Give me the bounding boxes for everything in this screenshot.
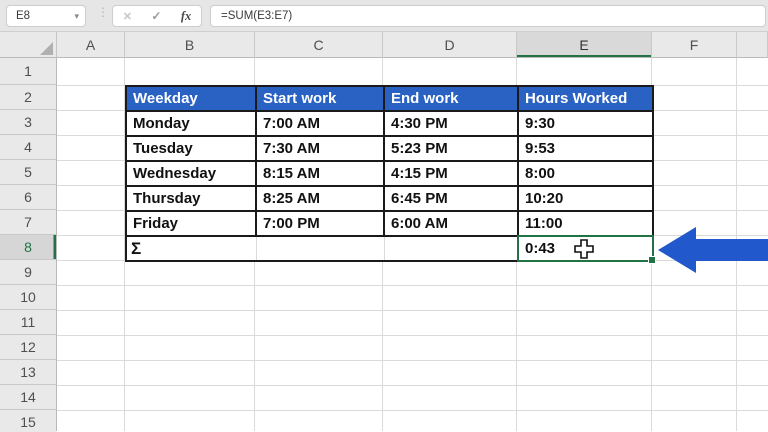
- header-weekday[interactable]: Weekday: [127, 87, 257, 110]
- row-header-9[interactable]: 9: [0, 260, 56, 285]
- cell-d6[interactable]: 6:45 PM: [385, 187, 519, 210]
- formula-text: =SUM(E3:E7): [221, 10, 293, 22]
- table-row: Friday 7:00 PM 6:00 AM 11:00: [127, 212, 654, 237]
- select-all-triangle-icon: [40, 42, 53, 55]
- callout-arrow-icon: [658, 227, 768, 273]
- cell-c4[interactable]: 7:30 AM: [257, 137, 385, 160]
- row-header-4[interactable]: 4: [0, 135, 56, 160]
- separator-dots-icon: ⋮: [97, 5, 109, 19]
- row-header-3[interactable]: 3: [0, 110, 56, 135]
- formula-input[interactable]: =SUM(E3:E7): [210, 5, 766, 27]
- header-start-work[interactable]: Start work: [257, 87, 385, 110]
- row-header-15[interactable]: 15: [0, 410, 56, 432]
- cell-b5[interactable]: Wednesday: [127, 162, 257, 185]
- row-header-5[interactable]: 5: [0, 160, 56, 185]
- row-header-1[interactable]: 1: [0, 58, 56, 85]
- row-header-14[interactable]: 14: [0, 385, 56, 410]
- column-header-a[interactable]: A: [57, 32, 125, 58]
- column-header-f[interactable]: F: [652, 32, 737, 58]
- cell-d3[interactable]: 4:30 PM: [385, 112, 519, 135]
- column-header-d[interactable]: D: [383, 32, 517, 58]
- cancel-icon[interactable]: ✕: [122, 10, 132, 23]
- cell-e8-total[interactable]: 0:43: [525, 240, 556, 257]
- row-header-11[interactable]: 11: [0, 310, 56, 335]
- formula-buttons: ✕ ✓ fx: [112, 5, 202, 27]
- row-header-2[interactable]: 2: [0, 85, 56, 110]
- cell-b8-sigma[interactable]: Σ: [127, 237, 257, 260]
- cell-e7[interactable]: 11:00: [519, 212, 654, 235]
- column-header-e[interactable]: E: [517, 32, 652, 58]
- cell-b7[interactable]: Friday: [127, 212, 257, 235]
- cell-cursor-icon: [574, 239, 594, 259]
- cell-b6[interactable]: Thursday: [127, 187, 257, 210]
- column-header-b[interactable]: B: [125, 32, 255, 58]
- table-row: Wednesday 8:15 AM 4:15 PM 8:00: [127, 162, 654, 187]
- column-header-c[interactable]: C: [255, 32, 383, 58]
- row-header-12[interactable]: 12: [0, 335, 56, 360]
- cell-c3[interactable]: 7:00 AM: [257, 112, 385, 135]
- cell-d7[interactable]: 6:00 AM: [385, 212, 519, 235]
- name-box[interactable]: E8 ▾: [6, 5, 86, 27]
- cell-b4[interactable]: Tuesday: [127, 137, 257, 160]
- name-box-value: E8: [16, 10, 31, 22]
- row-header-6[interactable]: 6: [0, 185, 56, 210]
- column-headers: A B C D E F: [0, 32, 768, 58]
- cell-e5[interactable]: 8:00: [519, 162, 654, 185]
- row-header-10[interactable]: 10: [0, 285, 56, 310]
- cell-c5[interactable]: 8:15 AM: [257, 162, 385, 185]
- cell-e4[interactable]: 9:53: [519, 137, 654, 160]
- table-row: Monday 7:00 AM 4:30 PM 9:30: [127, 112, 654, 137]
- row-headers: 1 2 3 4 5 6 7 8 9 10 11 12 13 14 15: [0, 58, 57, 432]
- chevron-down-icon[interactable]: ▾: [74, 10, 79, 21]
- work-hours-table: Weekday Start work End work Hours Worked…: [125, 85, 656, 264]
- row-header-13[interactable]: 13: [0, 360, 56, 385]
- cell-d5[interactable]: 4:15 PM: [385, 162, 519, 185]
- row-header-8[interactable]: 8: [0, 235, 56, 260]
- header-end-work[interactable]: End work: [385, 87, 519, 110]
- table-sum-row: Σ 0:43: [127, 237, 654, 262]
- spreadsheet: A B C D E F 1 2 3 4 5 6 7 8 9 10 11 12 1…: [0, 32, 768, 432]
- table-header-row: Weekday Start work End work Hours Worked: [127, 85, 654, 112]
- cell-e3[interactable]: 9:30: [519, 112, 654, 135]
- enter-icon[interactable]: ✓: [151, 9, 162, 23]
- table-row: Thursday 8:25 AM 6:45 PM 10:20: [127, 187, 654, 212]
- cell-e6[interactable]: 10:20: [519, 187, 654, 210]
- header-hours-worked[interactable]: Hours Worked: [519, 87, 654, 110]
- cell-d4[interactable]: 5:23 PM: [385, 137, 519, 160]
- table-row: Tuesday 7:30 AM 5:23 PM 9:53: [127, 137, 654, 162]
- select-all-corner[interactable]: [0, 32, 57, 58]
- cell-c8[interactable]: [257, 237, 385, 260]
- formula-bar-row: E8 ▾ ⋮ ✕ ✓ fx =SUM(E3:E7): [0, 0, 768, 32]
- cell-grid[interactable]: Weekday Start work End work Hours Worked…: [57, 58, 768, 431]
- cell-c7[interactable]: 7:00 PM: [257, 212, 385, 235]
- cell-c6[interactable]: 8:25 AM: [257, 187, 385, 210]
- cell-d8[interactable]: [385, 237, 519, 260]
- row-header-7[interactable]: 7: [0, 210, 56, 235]
- insert-function-icon[interactable]: fx: [180, 8, 192, 23]
- cell-b3[interactable]: Monday: [127, 112, 257, 135]
- column-header-partial[interactable]: [737, 32, 768, 58]
